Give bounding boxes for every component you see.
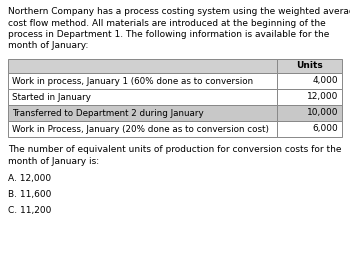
Bar <box>8 89 277 105</box>
Text: A. 12,000: A. 12,000 <box>8 174 51 183</box>
Text: Transferred to Department 2 during January: Transferred to Department 2 during Janua… <box>12 109 204 118</box>
Text: Started in January: Started in January <box>12 92 91 101</box>
Text: 10,000: 10,000 <box>307 109 338 118</box>
Bar <box>277 121 342 137</box>
Bar <box>8 105 277 121</box>
Text: The number of equivalent units of production for conversion costs for the: The number of equivalent units of produc… <box>8 145 342 154</box>
Text: 4,000: 4,000 <box>312 76 338 85</box>
Bar <box>8 73 277 89</box>
Text: cost flow method. All materials are introduced at the beginning of the: cost flow method. All materials are intr… <box>8 18 326 27</box>
Text: 6,000: 6,000 <box>312 125 338 134</box>
Text: C. 11,200: C. 11,200 <box>8 206 51 215</box>
Text: 12,000: 12,000 <box>307 92 338 101</box>
Bar <box>277 59 342 73</box>
Bar <box>277 89 342 105</box>
Text: Units: Units <box>296 61 323 70</box>
Text: Work in Process, January (20% done as to conversion cost): Work in Process, January (20% done as to… <box>12 125 269 134</box>
Bar <box>8 59 277 73</box>
Text: Work in process, January 1 (60% done as to conversion: Work in process, January 1 (60% done as … <box>12 76 253 85</box>
Bar <box>8 121 277 137</box>
Text: process in Department 1. The following information is available for the: process in Department 1. The following i… <box>8 30 329 39</box>
Text: month of January:: month of January: <box>8 42 88 51</box>
Bar <box>277 73 342 89</box>
Text: B. 11,600: B. 11,600 <box>8 190 51 199</box>
Text: month of January is:: month of January is: <box>8 156 99 165</box>
Bar <box>277 105 342 121</box>
Text: Northern Company has a process costing system using the weighted average: Northern Company has a process costing s… <box>8 7 350 16</box>
